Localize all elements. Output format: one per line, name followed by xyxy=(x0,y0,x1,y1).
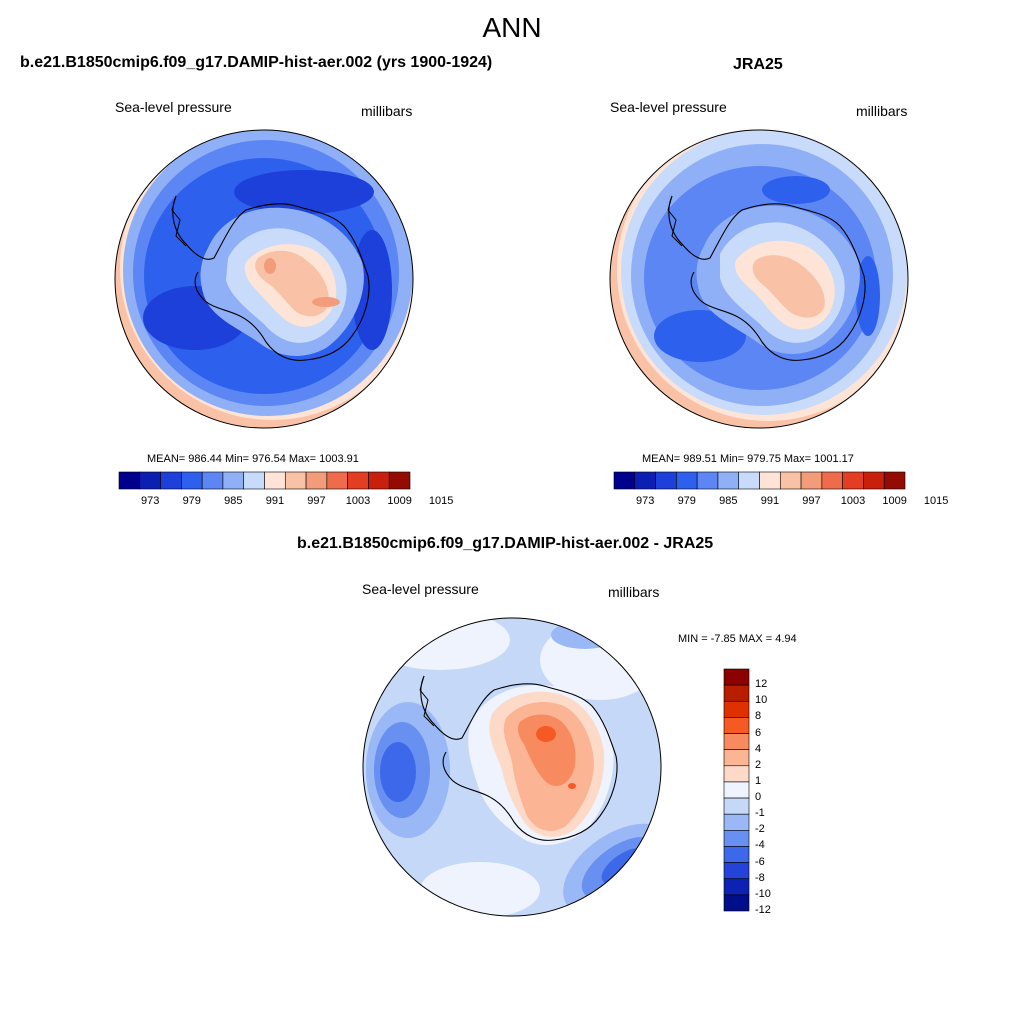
diff-map xyxy=(363,618,661,916)
colorbar-swatch xyxy=(222,471,245,490)
colorbar-swatch xyxy=(388,471,411,490)
right-panel-title: JRA25 xyxy=(733,56,783,73)
colorbar-swatch xyxy=(717,471,740,490)
colorbar-swatch xyxy=(347,471,369,490)
colorbar-swatch xyxy=(800,471,823,490)
right-variable-label: Sea-level pressure xyxy=(610,99,727,115)
left-stats: MEAN= 986.44 Min= 976.54 Max= 1003.91 xyxy=(147,453,359,465)
colorbar-tick-label: 1003 xyxy=(345,495,371,507)
left-variable-label: Sea-level pressure xyxy=(115,99,232,115)
colorbar-tick-label: 1003 xyxy=(840,495,866,507)
diff-map-border xyxy=(362,617,662,917)
colorbar-swatch xyxy=(723,846,750,863)
left-map-border xyxy=(114,129,414,429)
colorbar-swatch xyxy=(723,830,750,847)
colorbar-swatch xyxy=(723,700,750,718)
colorbar-tick-label: 997 xyxy=(802,495,821,507)
colorbar-tick-label: 997 xyxy=(307,495,326,507)
colorbar-swatch xyxy=(723,765,750,783)
colorbar-tick-label: 8 xyxy=(755,710,762,723)
colorbar-swatch xyxy=(723,684,750,702)
page-title: ANN xyxy=(482,12,542,43)
colorbar-swatch xyxy=(368,471,390,490)
colorbar-tick-label: -2 xyxy=(755,823,765,836)
colorbar-swatch xyxy=(696,471,719,490)
colorbar-tick-label: -12 xyxy=(755,904,771,916)
colorbar-swatch xyxy=(243,471,265,490)
colorbar-tick-label: 979 xyxy=(182,495,201,507)
left-units-label: millibars xyxy=(361,103,413,119)
colorbar-tick-label: 1009 xyxy=(882,495,907,507)
colorbar-tick-label: 6 xyxy=(755,726,762,739)
colorbar-swatch xyxy=(883,471,906,490)
colorbar-swatch xyxy=(723,733,750,750)
colorbar-tick-label: -8 xyxy=(755,871,765,884)
colorbar-tick-label: 4 xyxy=(755,742,762,755)
right-map xyxy=(610,130,908,428)
diff-variable-label: Sea-level pressure xyxy=(362,581,479,597)
colorbar-swatch xyxy=(264,471,286,490)
colorbar-swatch xyxy=(723,668,750,686)
colorbar-swatch xyxy=(723,878,750,896)
diff-colorbar xyxy=(723,668,750,912)
left-map xyxy=(115,130,413,428)
colorbar-swatch xyxy=(326,471,348,490)
colorbar-swatch xyxy=(676,471,698,490)
colorbar-tick-label: 0 xyxy=(755,791,762,804)
colorbar-swatch xyxy=(723,797,750,815)
colorbar-tick-label: 991 xyxy=(760,495,780,507)
colorbar-tick-label: 973 xyxy=(635,495,655,507)
left-panel-title: b.e21.B1850cmip6.f09_g17.DAMIP-hist-aer.… xyxy=(20,54,493,71)
colorbar-tick-label: -6 xyxy=(755,855,765,868)
colorbar-swatch xyxy=(842,471,864,490)
colorbar-tick-label: 1 xyxy=(755,774,762,787)
colorbar-tick-label: 991 xyxy=(265,495,285,507)
colorbar-swatch xyxy=(779,471,802,490)
colorbar-swatch xyxy=(723,894,750,912)
colorbar-swatch xyxy=(613,471,636,490)
colorbar-tick-label: 985 xyxy=(719,495,738,507)
right-units-label: millibars xyxy=(856,103,908,119)
colorbar-swatch xyxy=(160,471,182,490)
colorbar-tick-label: 973 xyxy=(140,495,160,507)
diff-units-label: millibars xyxy=(608,584,660,600)
colorbar-swatch xyxy=(723,813,750,831)
colorbar-swatch xyxy=(139,471,161,490)
colorbar-swatch xyxy=(723,781,750,799)
colorbar-tick-label: 12 xyxy=(755,678,768,691)
colorbar-swatch xyxy=(759,471,781,490)
colorbar-swatch xyxy=(723,717,750,734)
colorbar-tick-label: -1 xyxy=(755,807,765,820)
diff-panel-title: b.e21.B1850cmip6.f09_g17.DAMIP-hist-aer.… xyxy=(297,535,714,552)
colorbar-tick-label: 979 xyxy=(677,495,696,507)
colorbar-tick-label: -10 xyxy=(755,887,771,900)
colorbar-tick-label: 1009 xyxy=(387,495,412,507)
colorbar-swatch xyxy=(821,471,843,490)
right-map-border xyxy=(609,129,909,429)
diff-stats: MIN = -7.85 MAX = 4.94 xyxy=(678,633,797,645)
colorbar-swatch xyxy=(305,471,328,490)
colorbar-tick-label: -4 xyxy=(755,839,765,852)
colorbar-tick-label: 1015 xyxy=(923,495,949,507)
colorbar-swatch xyxy=(723,862,750,880)
left-colorbar xyxy=(118,471,411,490)
colorbar-swatch xyxy=(723,749,750,767)
colorbar-swatch xyxy=(284,471,307,490)
colorbar-tick-label: 2 xyxy=(755,758,762,771)
colorbar-tick-label: 10 xyxy=(755,694,768,707)
colorbar-tick-label: 985 xyxy=(224,495,243,507)
colorbar-swatch xyxy=(181,471,203,490)
colorbar-swatch xyxy=(118,471,141,490)
colorbar-swatch xyxy=(634,471,656,490)
colorbar-swatch xyxy=(655,471,677,490)
colorbar-swatch xyxy=(738,471,760,490)
colorbar-swatch xyxy=(201,471,224,490)
right-stats: MEAN= 989.51 Min= 979.75 Max= 1001.17 xyxy=(642,453,854,465)
right-colorbar xyxy=(613,471,906,490)
colorbar-swatch xyxy=(863,471,885,490)
colorbar-tick-label: 1015 xyxy=(428,495,454,507)
